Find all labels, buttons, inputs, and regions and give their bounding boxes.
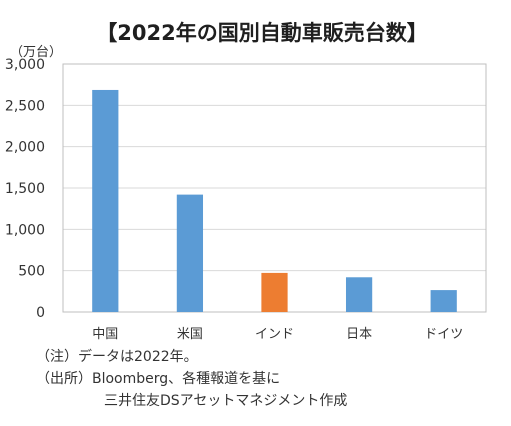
y-tick-label: 2,000 [5, 140, 45, 156]
y-tick-label: 1,500 [5, 181, 45, 197]
y-tick-label: 0 [36, 305, 45, 321]
x-tick-label: ドイツ [424, 327, 463, 342]
source-line: （出所）Bloomberg、各種報道を基に [36, 371, 281, 387]
y-tick-label: 500 [18, 264, 45, 280]
bar-1 [176, 194, 204, 312]
source-line-continued: 三井住友DSアセットマネジメント作成 [104, 393, 348, 409]
y-axis-ticks: 0 500 1,000 1,500 2,000 2,500 3,000 [5, 57, 45, 321]
bar-2 [261, 272, 288, 312]
x-tick-label: 日本 [346, 327, 372, 342]
bar-0 [92, 89, 119, 312]
chart-svg: 【2022年の国別自動車販売台数】 （万台） 0 500 1,000 1,500 2,0… [5, 21, 487, 342]
y-axis-unit-label: （万台） [10, 45, 62, 60]
x-tick-label: インド [255, 327, 294, 342]
bar-4 [430, 290, 457, 312]
x-tick-label: 中国 [92, 327, 118, 342]
note-line: （注）データは2022年。 [36, 349, 198, 365]
x-tick-label: 米国 [177, 327, 203, 342]
y-tick-label: 2,500 [5, 98, 45, 114]
bar-3 [345, 277, 373, 312]
bars [92, 89, 457, 312]
x-axis-ticks: 中国 米国 インド 日本 ドイツ [92, 327, 463, 342]
chart-title: 【2022年の国別自動車販売台数】 [96, 21, 427, 45]
y-tick-label: 1,000 [5, 222, 45, 238]
y-tick-label: 3,000 [5, 57, 45, 73]
